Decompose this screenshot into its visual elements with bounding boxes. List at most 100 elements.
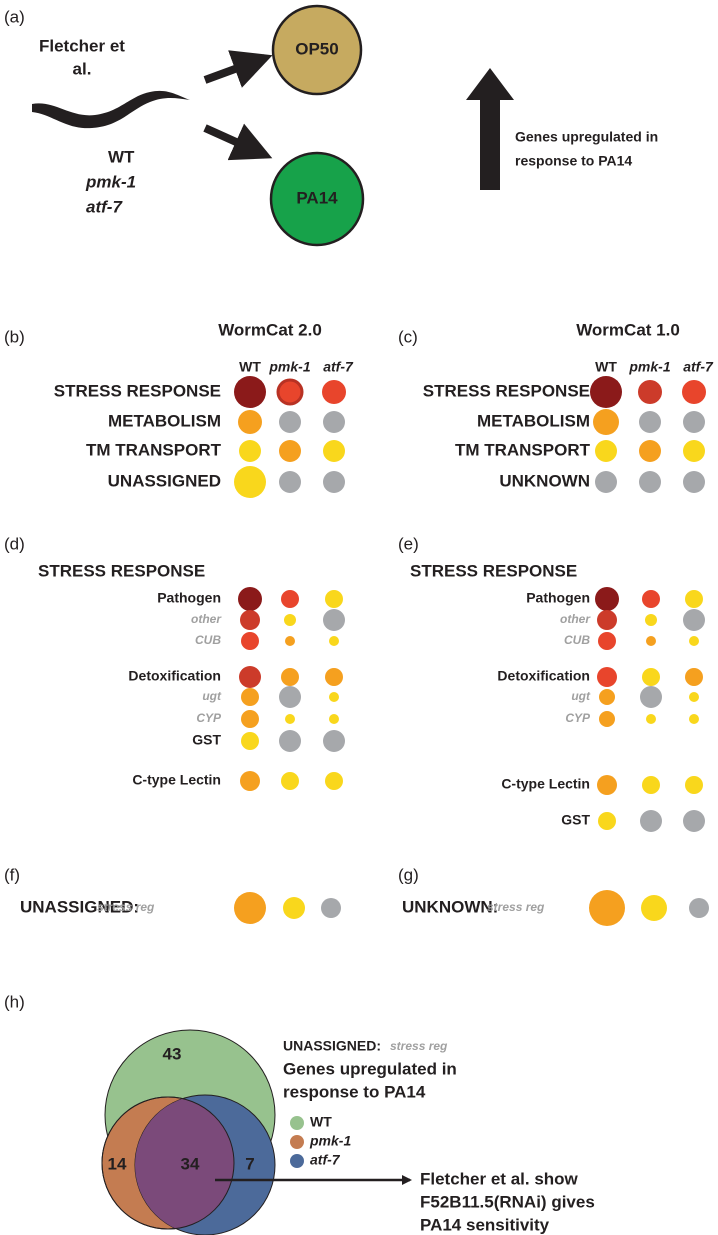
worm xyxy=(32,90,190,129)
dot xyxy=(593,409,619,435)
panel-h-art xyxy=(101,1029,412,1235)
venn-title: Genes upregulated in xyxy=(283,1059,457,1078)
dot xyxy=(598,632,616,650)
dot xyxy=(234,466,266,498)
dot xyxy=(329,636,339,646)
dot xyxy=(241,710,259,728)
dot xyxy=(685,590,703,608)
dot xyxy=(639,440,661,462)
dot xyxy=(689,636,699,646)
source: Fletcher et xyxy=(39,36,125,55)
strain: pmk-1 xyxy=(85,172,136,191)
dot xyxy=(642,776,660,794)
dot xyxy=(323,411,345,433)
subcategory-label: CYP xyxy=(565,711,591,725)
dot xyxy=(641,895,667,921)
category-label: Pathogen xyxy=(526,590,590,606)
venn-overlap xyxy=(135,1097,234,1229)
dot xyxy=(325,772,343,790)
venn-count: 7 xyxy=(245,1154,254,1173)
dot xyxy=(638,380,662,404)
panel-label: (b) xyxy=(4,327,25,346)
subcategory-label: stress reg xyxy=(97,900,155,914)
dot xyxy=(646,636,656,646)
dot xyxy=(323,609,345,631)
panel-label: (d) xyxy=(4,534,25,553)
up-arrow xyxy=(466,68,514,190)
panel-label: (h) xyxy=(4,992,25,1011)
dot xyxy=(321,898,341,918)
dot xyxy=(290,1135,304,1149)
bacteria: PA14 xyxy=(296,188,338,207)
dot xyxy=(279,411,301,433)
dot xyxy=(640,686,662,708)
panel-label: (g) xyxy=(398,865,419,884)
dot xyxy=(283,897,305,919)
dot xyxy=(590,376,622,408)
dot xyxy=(640,810,662,832)
row-label: STRESS RESPONSE xyxy=(423,381,590,400)
arrow xyxy=(203,123,273,161)
dot xyxy=(597,775,617,795)
panel-label: (e) xyxy=(398,534,419,553)
column-header: pmk-1 xyxy=(268,359,310,375)
arrow xyxy=(203,50,273,88)
section-heading: STRESS RESPONSE xyxy=(38,561,205,580)
dot xyxy=(639,471,661,493)
row-label: TM TRANSPORT xyxy=(455,440,591,459)
dot xyxy=(239,666,261,688)
row-label: METABOLISM xyxy=(108,411,221,430)
venn-count: 43 xyxy=(163,1044,182,1063)
dot xyxy=(329,692,339,702)
row-label: TM TRANSPORT xyxy=(86,440,222,459)
dot xyxy=(689,898,709,918)
row-label: STRESS RESPONSE xyxy=(54,381,221,400)
category-label: UNASSIGNED: xyxy=(283,1038,381,1054)
dot xyxy=(285,636,295,646)
dot xyxy=(285,714,295,724)
panel-label: (c) xyxy=(398,327,418,346)
category-label: GST xyxy=(561,812,590,828)
dot xyxy=(322,380,346,404)
column-header: WT xyxy=(239,359,261,375)
dot xyxy=(682,380,706,404)
category-label: UNASSIGNED: xyxy=(20,897,139,916)
dot xyxy=(238,410,262,434)
panel-title: WormCat 2.0 xyxy=(218,320,322,339)
subcategory-label: other xyxy=(191,612,222,626)
arrow-label: response to PA14 xyxy=(515,153,632,169)
panel-label: (f) xyxy=(4,865,20,884)
dot xyxy=(683,609,705,631)
dot xyxy=(234,892,266,924)
dot xyxy=(323,730,345,752)
dot xyxy=(685,668,703,686)
subcategory-label: CUB xyxy=(564,633,590,647)
dot xyxy=(279,686,301,708)
subcategory-label: CYP xyxy=(196,711,222,725)
dot xyxy=(279,730,301,752)
dot xyxy=(238,587,262,611)
panel-title: WormCat 1.0 xyxy=(576,320,680,339)
note: PA14 sensitivity xyxy=(420,1215,550,1234)
dot xyxy=(325,590,343,608)
dot xyxy=(281,590,299,608)
category-label: Pathogen xyxy=(157,590,221,606)
note: F52B11.5(RNAi) gives xyxy=(420,1192,595,1211)
column-header: WT xyxy=(595,359,617,375)
dot xyxy=(323,440,345,462)
dot xyxy=(241,632,259,650)
dot xyxy=(685,776,703,794)
dot xyxy=(645,614,657,626)
category-label: Detoxification xyxy=(128,668,221,684)
subcategory-label: ugt xyxy=(202,689,222,703)
dot xyxy=(589,890,625,926)
dot xyxy=(683,411,705,433)
dot xyxy=(597,610,617,630)
category-label: GST xyxy=(192,732,221,748)
dot xyxy=(276,378,304,406)
dot xyxy=(642,668,660,686)
panel-a-art xyxy=(32,4,514,247)
dot xyxy=(290,1116,304,1130)
pa14-circle xyxy=(269,151,365,247)
